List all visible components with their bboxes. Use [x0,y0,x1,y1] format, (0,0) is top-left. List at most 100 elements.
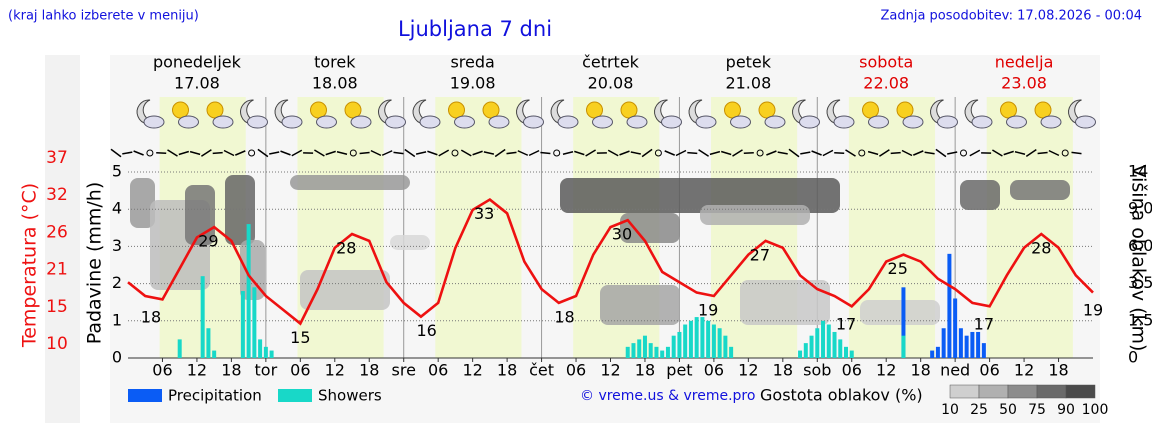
precip-bar [637,339,642,358]
wind-barb [1025,149,1037,157]
cloud-icon [1075,115,1096,129]
precip-bar [930,350,935,358]
wind-barb [867,150,879,156]
wind-barb [1014,151,1026,155]
cloud-patch [130,178,155,228]
cloud-tick-label: 9.0 [1128,199,1152,218]
density-swatch [1036,384,1067,399]
wind-barb [494,148,506,158]
cloud-icon [454,115,475,129]
precip-bar [212,350,217,358]
wind-barb [235,150,246,156]
wind-barb [223,149,235,157]
precip-bar [631,343,636,358]
sun-icon [1000,101,1017,119]
x-tick-label: 12 [325,361,345,380]
precip-bar [625,346,630,358]
x-tick-label: 06 [290,361,310,380]
chart-title: Ljubljana 7 dni [398,17,552,41]
density-level: 90 [1057,402,1075,418]
precip-bar [177,339,182,358]
temperature-extreme: 17 [974,314,994,333]
precip-bar [964,335,969,358]
legend-swatch [128,389,162,402]
precip-axis-label: Padavine (mm/h) [84,182,106,345]
cloud-icon [419,115,441,129]
precip-bar [206,328,211,358]
cloud-icon [212,115,234,129]
wind-barb [336,151,348,155]
credit: © vreme.us & vreme.pro [580,388,755,404]
y-tick-label: 0 [112,348,122,367]
wind-barb [709,150,721,156]
cloud-icon [971,115,993,129]
precip-bar [901,335,906,358]
wind-barb [359,151,370,155]
wind-barb [1071,151,1082,155]
sun-icon [862,101,879,119]
day-date: 17.08 [174,74,220,93]
x-tick-label: pet [666,361,692,380]
x-tick-label: tor [255,361,278,380]
cloud-icon [833,115,855,129]
x-tick-label: 12 [738,361,758,380]
precip-bar [258,339,263,358]
wind-barb [947,151,958,155]
sun-icon [586,101,603,119]
left-panel [45,55,80,423]
wind-barb [1003,150,1014,156]
day-date: 21.08 [725,74,771,93]
wind-barb [325,150,336,156]
wind-barb [607,149,619,157]
legend-label: Showers [318,387,382,405]
density-label: Gostota oblakov (%) [760,386,923,405]
legend-label: Precipitation [168,387,262,405]
wind-barb [732,149,743,157]
precip-bar [723,335,728,358]
cloud-axis-label: Višina oblakov (km) [1128,165,1150,352]
wind-barb [257,148,269,158]
cloud-icon [316,115,337,129]
x-tick-label: 12 [187,361,207,380]
density-level: 25 [970,402,988,418]
x-tick-label: 06 [979,361,999,380]
cloud-icon [626,115,648,129]
cloud-patch [1010,180,1070,200]
wind-barb [381,150,393,156]
density-swatch [978,384,1009,399]
cloud-tick-label: 0 [1128,348,1138,367]
temperature-extreme: 15 [290,328,310,347]
cloud-tick-label: 1.5 [1128,310,1152,329]
cloud-icon [868,115,889,129]
precip-bar [240,291,245,358]
density-swatch [949,384,980,399]
daytime-band [435,97,522,358]
cloud-patch [240,240,265,300]
wind-barb [540,151,551,155]
precip-bar [642,335,647,358]
x-tick-label: sob [803,361,831,380]
wind-barb [370,149,382,157]
precip-bar [677,331,682,358]
cloud-tick-label: 3.5 [1128,273,1152,292]
sun-icon [896,101,914,119]
temperature-line [127,197,1094,326]
cloud-patch [600,285,680,325]
sun-icon [620,101,638,119]
daytime-band [986,97,1073,358]
wind-barb [585,149,596,157]
precip-bar [665,346,670,358]
wind-barb [438,149,450,157]
precip-bar [815,328,820,358]
cloud-icon [178,115,199,129]
cloud-icon [281,115,303,129]
sun-icon [1034,101,1052,119]
precip-bar [981,343,986,358]
sun-icon [344,101,362,119]
wind-calm [1061,149,1069,157]
x-tick-label: sre [392,361,416,380]
precip-bar [947,253,952,358]
wind-barb [924,151,935,155]
wind-barb [743,152,754,154]
